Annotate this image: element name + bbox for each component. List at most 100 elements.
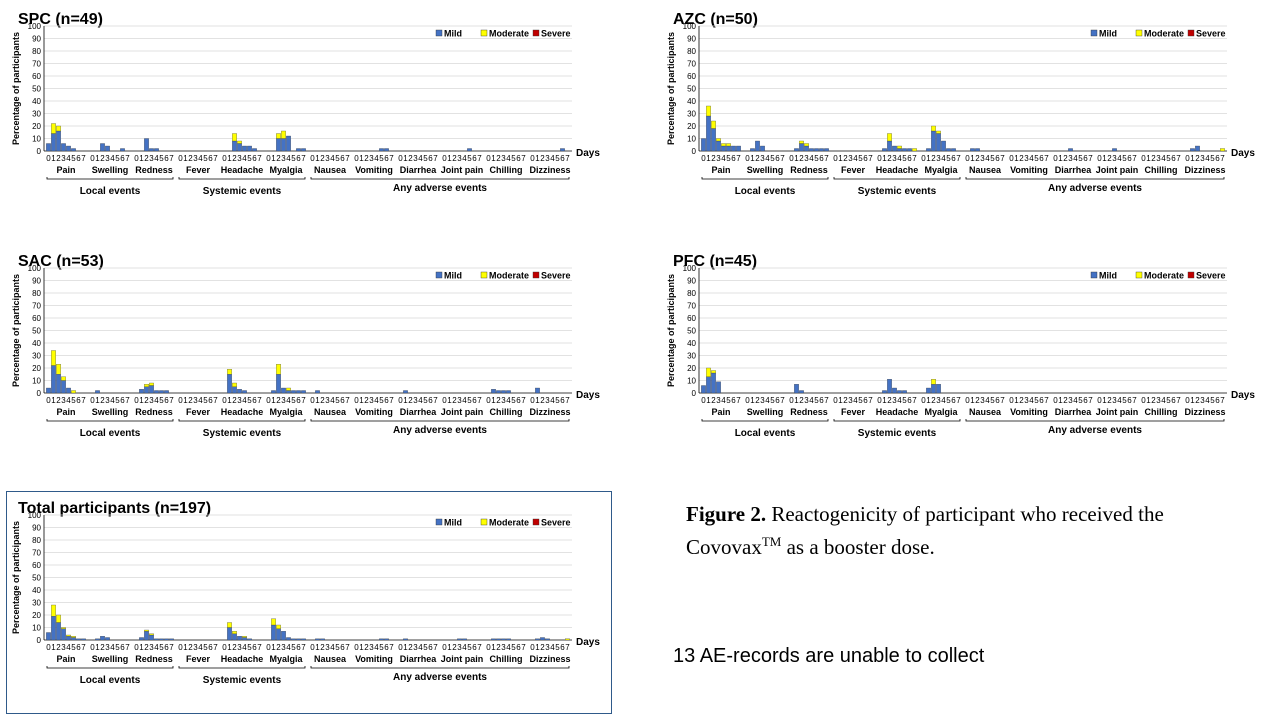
- day-tick-label: 3: [1156, 154, 1161, 163]
- day-tick-label: 5: [555, 154, 560, 163]
- group-label: Any adverse events: [1048, 425, 1142, 436]
- chart-svg: SAC (n=53)0102030405060708090100Percenta…: [11, 253, 600, 439]
- day-tick-label: 4: [198, 154, 203, 163]
- symptom-label: Vomiting: [355, 165, 393, 175]
- day-tick-label: 6: [164, 154, 169, 163]
- day-tick-label: 7: [345, 396, 350, 405]
- day-tick-label: 6: [1171, 396, 1176, 405]
- day-tick-label: 3: [237, 154, 242, 163]
- day-tick-label: 6: [516, 396, 521, 405]
- bar-moderate: [887, 133, 892, 142]
- group-bracket: [178, 177, 306, 180]
- day-tick-label: 7: [565, 154, 570, 163]
- symptom-label: Headache: [221, 654, 264, 664]
- bar-mild: [286, 637, 291, 641]
- day-tick-label: 2: [364, 154, 369, 163]
- symptom-label: Dizziness: [529, 165, 570, 175]
- day-tick-label: 7: [301, 396, 306, 405]
- group-label: Systemic events: [203, 186, 282, 197]
- day-tick-label: 2: [276, 396, 281, 405]
- symptom-label: Fever: [186, 654, 211, 664]
- day-tick-label: 3: [804, 396, 809, 405]
- chart-svg: AZC (n=50)0102030405060708090100Percenta…: [666, 11, 1255, 197]
- day-tick-label: 2: [408, 396, 413, 405]
- day-tick-label: 1: [315, 154, 320, 163]
- bar-mild: [819, 148, 824, 152]
- day-tick-label: 1: [970, 154, 975, 163]
- day-tick-label: 3: [501, 154, 506, 163]
- y-tick-label: 10: [687, 135, 696, 144]
- group-bracket: [46, 177, 174, 180]
- bar-mild: [51, 365, 56, 394]
- day-tick-label: 4: [462, 643, 467, 652]
- day-tick-label: 0: [310, 154, 315, 163]
- day-tick-label: 3: [149, 643, 154, 652]
- day-tick-label: 4: [721, 396, 726, 405]
- symptom-label: Diarrhea: [400, 654, 438, 664]
- bar-moderate: [232, 631, 237, 634]
- day-tick-label: 5: [511, 643, 516, 652]
- day-tick-label: 7: [81, 396, 86, 405]
- y-tick-label: 60: [32, 72, 41, 81]
- day-tick-label: 0: [266, 643, 271, 652]
- bar-moderate: [286, 387, 291, 391]
- bar-mild: [46, 143, 51, 152]
- chart-svg: SPC (n=49)0102030405060708090100Percenta…: [11, 11, 600, 197]
- bar-moderate: [931, 379, 936, 385]
- bar-mild: [936, 384, 941, 394]
- bar-mild: [51, 133, 56, 152]
- day-tick-label: 1: [359, 154, 364, 163]
- day-tick-label: 6: [775, 396, 780, 405]
- day-tick-label: 0: [1053, 154, 1058, 163]
- y-tick-label: 20: [687, 122, 696, 131]
- bar-mild: [271, 624, 276, 641]
- day-tick-label: 1: [227, 154, 232, 163]
- day-tick-label: 1: [1102, 154, 1107, 163]
- day-tick-label: 2: [56, 643, 61, 652]
- day-tick-label: 0: [134, 396, 139, 405]
- day-tick-label: 4: [897, 154, 902, 163]
- day-tick-label: 2: [408, 154, 413, 163]
- day-tick-label: 3: [716, 154, 721, 163]
- day-tick-label: 4: [765, 396, 770, 405]
- day-tick-label: 4: [853, 154, 858, 163]
- day-tick-label: 0: [178, 396, 183, 405]
- bar-mild: [941, 140, 946, 152]
- y-tick-label: 70: [687, 302, 696, 311]
- day-tick-label: 6: [907, 396, 912, 405]
- day-tick-label: 1: [1190, 396, 1195, 405]
- day-tick-label: 2: [887, 154, 892, 163]
- symptom-label: Myalgia: [924, 407, 958, 417]
- y-axis-label: Percentage of participants: [666, 32, 676, 145]
- bar-mild: [95, 390, 100, 394]
- day-tick-label: 0: [90, 396, 95, 405]
- day-tick-label: 0: [178, 154, 183, 163]
- day-tick-label: 7: [125, 154, 130, 163]
- day-tick-label: 6: [560, 643, 565, 652]
- day-tick-label: 7: [169, 396, 174, 405]
- legend-swatch-moderate: [1135, 271, 1143, 279]
- day-tick-label: 2: [144, 154, 149, 163]
- day-tick-label: 5: [115, 643, 120, 652]
- day-tick-label: 4: [985, 154, 990, 163]
- bar-moderate: [51, 350, 56, 366]
- bar-moderate: [149, 382, 154, 386]
- bar-mild: [931, 384, 936, 394]
- day-tick-label: 7: [521, 643, 526, 652]
- day-tick-label: 3: [61, 154, 66, 163]
- bar-mild: [794, 384, 799, 394]
- day-tick-label: 6: [252, 154, 257, 163]
- bar-moderate: [711, 120, 716, 129]
- day-tick-label: 0: [442, 396, 447, 405]
- group-bracket: [46, 419, 174, 422]
- day-tick-label: 1: [447, 154, 452, 163]
- day-tick-label: 5: [555, 396, 560, 405]
- y-tick-label: 100: [683, 264, 697, 273]
- day-tick-label: 5: [946, 154, 951, 163]
- day-tick-label: 5: [946, 396, 951, 405]
- group-label: Any adverse events: [393, 183, 487, 194]
- symptom-label: Fever: [841, 407, 866, 417]
- day-tick-label: 5: [467, 643, 472, 652]
- day-tick-label: 4: [418, 154, 423, 163]
- day-tick-label: 1: [359, 396, 364, 405]
